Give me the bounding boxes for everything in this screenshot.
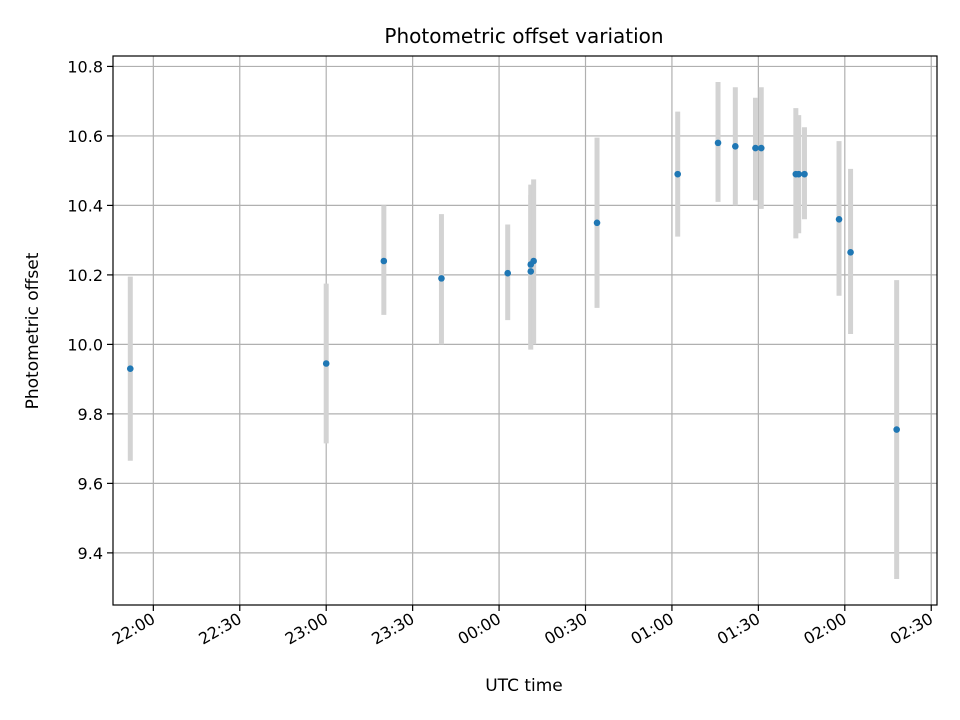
y-axis-label: Photometric offset — [23, 252, 43, 409]
y-tick-label: 9.6 — [78, 474, 103, 493]
y-tick-label: 10.6 — [67, 127, 103, 146]
data-points — [126, 139, 900, 433]
data-point — [801, 170, 808, 178]
data-point — [674, 170, 681, 178]
data-point — [847, 249, 854, 256]
data-point — [732, 143, 739, 150]
plot-frame — [112, 55, 938, 606]
data-point — [126, 365, 134, 373]
data-point — [593, 219, 601, 227]
data-point — [795, 170, 803, 178]
data-point — [380, 257, 388, 265]
y-tick-label: 9.4 — [78, 544, 103, 563]
data-point — [322, 360, 330, 367]
data-point — [530, 257, 537, 265]
data-point — [835, 216, 843, 223]
y-tick-label: 10.8 — [67, 57, 103, 76]
x-axis-label: UTC time — [485, 676, 563, 696]
y-axis-ticks: 9.4 9.6 9.8 10.0 10.2 10.4 10.6 10.8 — [67, 57, 113, 563]
y-tick-label: 10.4 — [67, 196, 103, 215]
data-point — [714, 139, 722, 147]
data-point — [504, 269, 512, 277]
data-point — [752, 144, 759, 152]
data-point — [757, 144, 765, 152]
data-point — [438, 275, 445, 282]
chart-title: Photometric offset variation — [384, 24, 663, 48]
data-point — [527, 268, 535, 275]
y-tick-label: 10.0 — [67, 335, 103, 354]
y-tick-label: 9.8 — [78, 405, 103, 424]
y-tick-label: 10.2 — [67, 266, 103, 285]
data-point — [893, 426, 900, 433]
